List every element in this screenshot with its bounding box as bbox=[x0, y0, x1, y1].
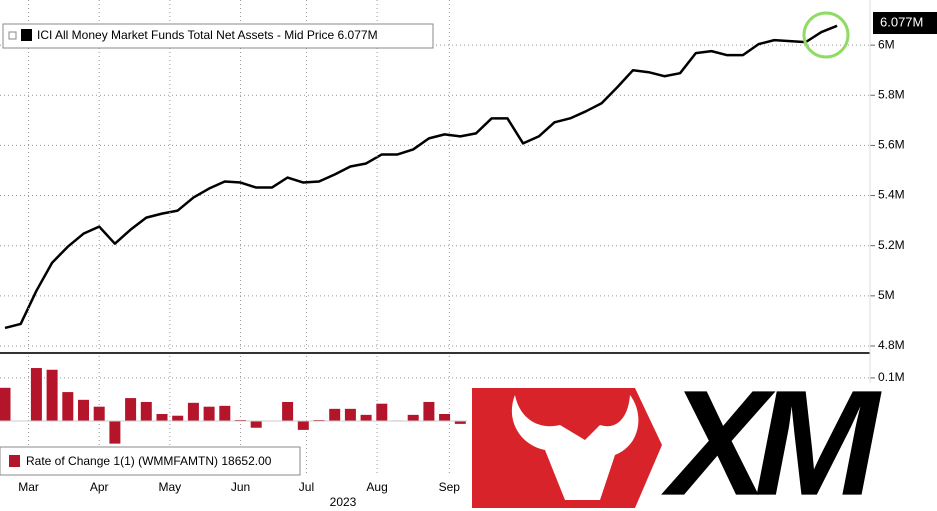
bar bbox=[407, 414, 419, 421]
bar bbox=[439, 413, 451, 421]
bar bbox=[329, 408, 341, 421]
bar bbox=[62, 392, 74, 421]
bar bbox=[125, 398, 137, 421]
bar bbox=[0, 387, 11, 421]
x-tick-label: Jul bbox=[299, 480, 314, 494]
x-tick-label: Jun bbox=[231, 480, 250, 494]
bar bbox=[46, 369, 58, 421]
legend-expand[interactable] bbox=[8, 31, 17, 40]
legend-swatch bbox=[9, 455, 20, 467]
legend-label: ICI All Money Market Funds Total Net Ass… bbox=[37, 28, 378, 42]
y-tick-label: 5.2M bbox=[878, 238, 905, 252]
legend-swatch bbox=[21, 29, 32, 41]
logo-bull bbox=[511, 395, 639, 500]
overlay: ICI All Money Market Funds Total Net Ass… bbox=[0, 12, 937, 511]
x-tick-label: Aug bbox=[366, 480, 387, 494]
x-tick-label: May bbox=[159, 480, 182, 494]
bar bbox=[78, 399, 89, 421]
bar bbox=[344, 408, 356, 421]
bar bbox=[423, 401, 435, 421]
bar bbox=[140, 401, 152, 421]
bar bbox=[454, 420, 466, 424]
y-tick-label: 4.8M bbox=[878, 338, 905, 352]
legend-box bbox=[0, 446, 301, 476]
bar bbox=[360, 414, 372, 421]
x-tick-label: Sep bbox=[439, 480, 461, 494]
bar bbox=[376, 403, 388, 421]
bar bbox=[250, 420, 262, 428]
highlight-circle bbox=[802, 11, 850, 59]
last-value-box bbox=[873, 12, 937, 34]
y-tick-label: 5.4M bbox=[878, 188, 905, 202]
bar bbox=[219, 405, 231, 421]
y-tick-label: 0.1M bbox=[878, 370, 905, 384]
bar bbox=[203, 406, 215, 421]
bar bbox=[30, 368, 42, 421]
y-tick-label: 5.8M bbox=[878, 87, 905, 101]
logo-text: XM bbox=[661, 359, 882, 511]
y-tick-label: 5.6M bbox=[878, 138, 905, 152]
legend-box bbox=[2, 23, 434, 49]
bar bbox=[282, 401, 294, 421]
bar bbox=[172, 415, 184, 421]
bar bbox=[297, 420, 309, 430]
x-tick-label: Apr bbox=[90, 480, 109, 494]
bar bbox=[109, 420, 121, 444]
plot: 4.8M 5M 5.2M 5.4M 5.6M 5.8M 6M 0.1M Mar Apr May Jun… bbox=[0, 0, 905, 494]
bar bbox=[156, 413, 168, 421]
y-tick-label: 6M bbox=[878, 37, 895, 51]
bar bbox=[93, 406, 105, 421]
x-axis-label: 2023 bbox=[330, 495, 357, 509]
last-value-label: 6.077M bbox=[880, 14, 923, 29]
bar bbox=[235, 420, 246, 421]
bar bbox=[187, 402, 199, 421]
legend-label: Rate of Change 1(1) (WMMFAMTN) 18652.00 bbox=[26, 454, 272, 468]
x-tick-label: Mar bbox=[18, 480, 39, 494]
bar bbox=[313, 420, 325, 421]
y-tick-label: 5M bbox=[878, 288, 895, 302]
line bbox=[4, 24, 838, 330]
